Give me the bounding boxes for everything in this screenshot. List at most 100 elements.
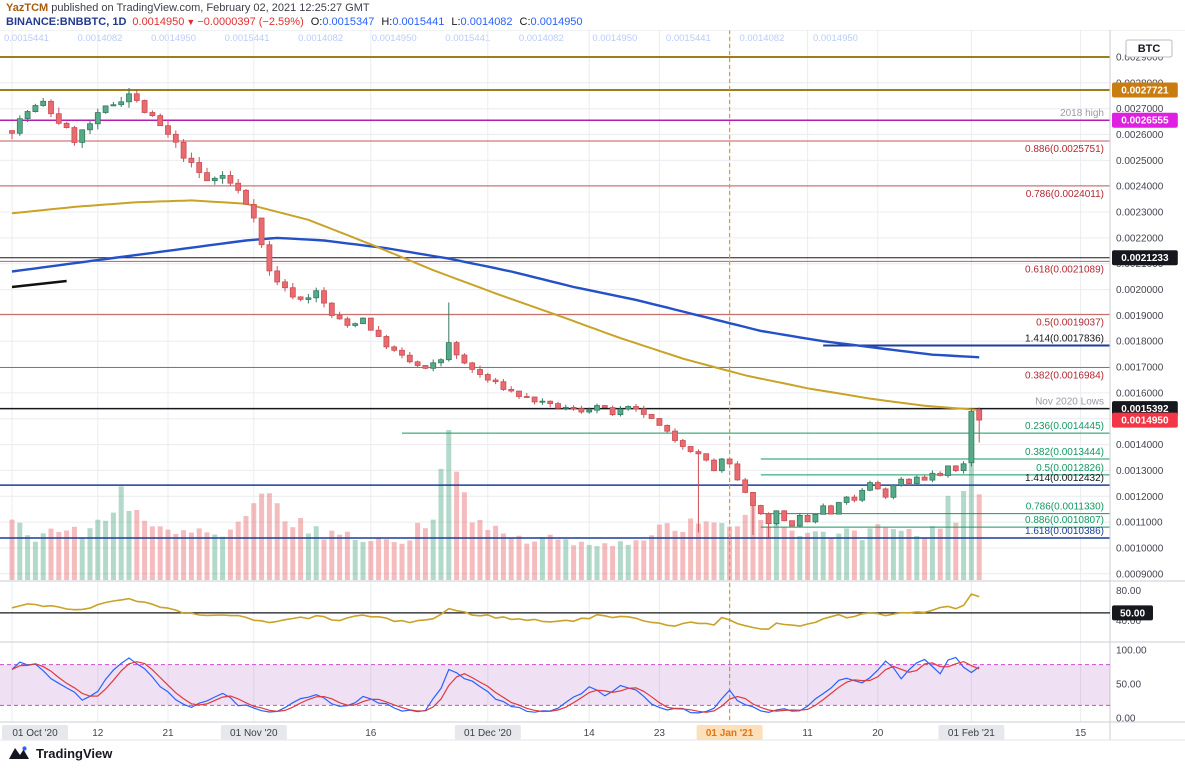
fib-level-label: 0.886(0.0025751) [1025,144,1104,155]
candlestick-series[interactable] [9,88,983,538]
price-axis[interactable]: 0.00290000.00280000.00270000.00260000.00… [1112,53,1178,725]
fib-level-label: 0.236(0.0014445) [1025,421,1104,432]
ohlc-label: O: [310,16,323,28]
price-axis-badge: 0.0015392 [1112,401,1178,417]
price-axis-label: 0.0024000 [1116,182,1164,193]
trend-line[interactable] [11,279,67,289]
ma-blue-line [11,236,980,359]
price-axis-label: 0.0010000 [1116,544,1164,555]
price-axis-label: 0.0023000 [1116,208,1164,219]
price-axis-label: 0.0009000 [1116,569,1164,580]
fib-level-label: 0.786(0.0024011) [1026,189,1104,200]
faded-price-watermark: 0.0015441 0.0014082 0.0014950 0.0015441 … [4,33,858,44]
time-axis-label: 16 [365,728,377,739]
publisher-name: YazTCM [6,2,49,14]
time-axis-badge [2,725,68,740]
ohlc-values: O:0.0015347 H:0.0015441 L:0.0014082 C:0.001… [304,16,583,28]
logo-dot [22,746,27,751]
price-axis-label: 0.0012000 [1116,492,1164,503]
time-axis-label: 01 Nov '20 [230,728,278,739]
footer: TradingView [8,744,112,762]
fib-level-label: 0.618(0.0021089) [1025,264,1104,275]
tradingview-wordmark[interactable]: TradingView [36,745,113,761]
rsi-axis-label: 40.00 [1116,616,1141,627]
time-axis-label: 01 Dec '20 [464,728,512,739]
price-axis-label: 0.0025000 [1116,156,1164,167]
ohlc-value: 0.0014950 [530,16,583,28]
down-arrow-icon: ▼ [186,17,196,27]
time-axis-label: 23 [654,728,666,739]
publish-line: YazTCM published on TradingView.com, Feb… [6,2,1185,15]
symbol-title[interactable]: BINANCE:BNBBTC, 1D [6,16,127,28]
price-axis-label: 0.0019000 [1116,311,1164,322]
time-axis-badge [454,725,521,740]
stoch-axis-label: 0.00 [1116,714,1136,725]
time-axis[interactable]: 01 Oct '20 12 21 01 Nov '20 16 01 Dec '20 14 23… [2,725,1087,740]
time-axis-badge [220,725,287,740]
time-axis-label: 01 Oct '20 [12,728,58,739]
time-axis-label: 11 [802,728,813,739]
price-axis-label: 0.0022000 [1116,233,1164,244]
stoch-axis-label: 50.00 [1116,680,1141,691]
price-levels[interactable]: 2018 high 0.886(0.0025751) 0.786(0.0024011… [0,56,1110,539]
time-axis-label: 20 [872,728,884,739]
ohlc-label: H: [381,16,393,28]
price-axis-label: 0.0013000 [1116,466,1164,477]
time-axis-label: 01 Feb '21 [948,728,995,739]
time-axis-label: 14 [584,728,596,739]
time-axis-label: 12 [92,728,104,739]
ohlc-label: L: [451,16,461,28]
time-axis-label: 15 [1075,728,1087,739]
rsi-axis-label: 80.00 [1116,586,1141,597]
axis-unit-label: BTC [1125,39,1173,58]
fib-level-label: 0.382(0.0016984) [1025,371,1104,382]
fib-level-label: 0.382(0.0013444) [1025,447,1104,458]
time-axis-label: 21 [162,728,174,739]
level-annotation: Nov 2020 Lows [1035,397,1104,408]
rsi-line [11,593,980,630]
svg-text:BTC: BTC [1138,43,1161,55]
price-axis-label: 0.0027000 [1116,104,1164,115]
price-axis-badge: 0.0014950 [1112,412,1178,428]
price-axis-label: 0.0018000 [1116,337,1164,348]
svg-text:50.00: 50.00 [1120,608,1145,619]
price-axis-label: 0.0020000 [1116,285,1164,296]
svg-text:0.0021233: 0.0021233 [1121,253,1169,264]
svg-text:0.0014950: 0.0014950 [1121,416,1169,427]
fib-level-label: 0.786(0.0011330) [1026,502,1104,513]
tradingview-logo[interactable] [8,744,30,762]
price-axis-label: 0.0011000 [1116,518,1163,529]
stoch-band [0,664,1110,706]
symbol-line: BINANCE:BNBBTC, 1D 0.0014950 ▼ −0.0000397 (… [6,16,1185,29]
svg-text:0.0015392: 0.0015392 [1121,404,1169,415]
stoch-k-line [11,656,980,714]
level-annotation: 2018 high [1060,108,1104,119]
price-change: −0.0000397 (−2.59%) [197,16,304,28]
price-axis-badge: 0.0026555 [1112,112,1178,128]
time-axis-badge [696,725,763,740]
time-axis-badge [938,725,1005,740]
fib-level-label: 1.414(0.0012432) [1025,473,1104,484]
ma-yellow-line [11,199,980,411]
publish-info: published on TradingView.com, February 0… [48,2,370,14]
time-axis-label: 01 Jan '21 [706,728,754,739]
price-axis-label: 0.0014000 [1116,440,1164,451]
price-axis-label: 0.0017000 [1116,363,1164,374]
fib-level-label: 1.618(0.0010386) [1025,526,1104,537]
svg-text:0.0027721: 0.0027721 [1121,86,1169,97]
logo-mountains [9,748,29,759]
ohlc-value: 0.0015347 [322,16,375,28]
price-axis-label: 0.0026000 [1116,130,1164,141]
volume-bars [9,430,982,580]
price-axis-badge: 0.0021233 [1112,250,1178,266]
ohlc-label: C: [519,16,531,28]
price-axis-label: 0.0029000 [1116,53,1164,64]
stoch-axis-label: 100.00 [1116,646,1147,657]
stoch-d-line [11,660,980,713]
ohlc-value: 0.0014082 [460,16,513,28]
fib-level-label: 0.886(0.0010807) [1025,515,1104,526]
svg-text:0.0026555: 0.0026555 [1121,116,1169,127]
price-axis-badge: 50.00 [1112,605,1153,621]
